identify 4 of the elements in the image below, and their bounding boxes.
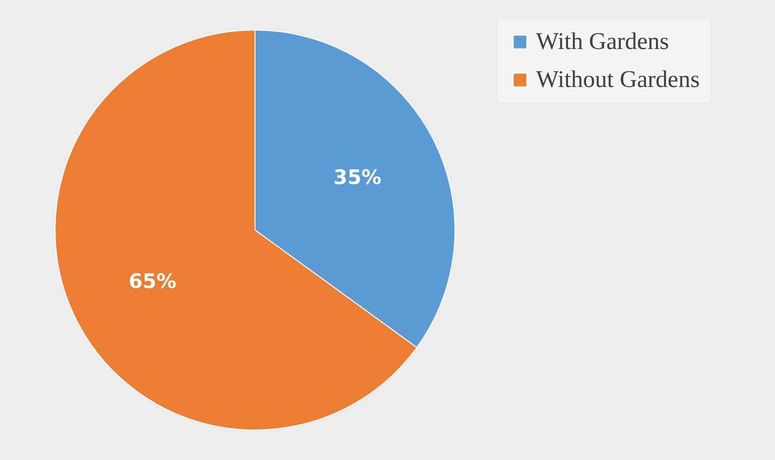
- legend-label: Without Gardens: [536, 67, 700, 93]
- legend-label: With Gardens: [536, 29, 669, 55]
- data-label: 65%: [128, 269, 176, 294]
- data-label: 35%: [334, 164, 382, 189]
